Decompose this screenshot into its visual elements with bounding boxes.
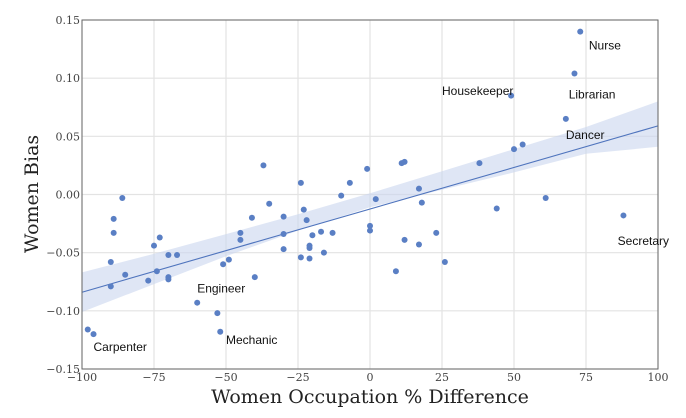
annotation-labels: Nurse Housekeeper Librarian Dancer Secretary…: [94, 39, 670, 354]
data-point: [90, 331, 97, 338]
data-point: [318, 228, 325, 235]
data-point: [297, 179, 304, 186]
data-point: [174, 251, 181, 258]
annotation-label: Secretary: [618, 234, 669, 248]
data-point: [214, 310, 221, 317]
data-point: [493, 205, 500, 212]
data-point: [280, 246, 287, 253]
y-tick-label: 0.00: [56, 189, 81, 202]
y-tick-label: −0.15: [46, 363, 80, 376]
data-point: [110, 229, 117, 236]
data-point: [306, 245, 313, 252]
data-points: [84, 28, 627, 338]
data-point: [519, 141, 526, 148]
x-tick-label: 50: [507, 371, 521, 384]
x-tick-label: −75: [142, 371, 165, 384]
data-point: [367, 222, 373, 229]
data-point: [508, 92, 515, 99]
data-point: [280, 213, 287, 220]
data-point: [364, 165, 371, 172]
data-point: [84, 326, 91, 333]
data-point: [251, 274, 258, 281]
data-point: [309, 232, 316, 239]
data-point: [542, 194, 549, 201]
data-point: [346, 179, 353, 186]
y-axis-title: Women Bias: [21, 135, 43, 253]
annotation-label: Mechanic: [226, 333, 277, 347]
data-point: [433, 229, 440, 236]
y-tick-label: 0.10: [56, 72, 81, 85]
data-point: [320, 249, 327, 256]
data-point: [300, 206, 307, 213]
annotation-label: Nurse: [589, 39, 621, 53]
annotation-label: Engineer: [197, 282, 245, 296]
tick-labels: −100 −75 −50 −25 0 25 50 75 100 −0.15 −0.10 −0.05 0.…: [46, 14, 668, 384]
y-tick-label: 0.05: [56, 130, 81, 143]
data-point: [194, 299, 201, 306]
data-point: [511, 146, 517, 153]
data-point: [329, 229, 336, 236]
y-tick-label: −0.05: [46, 247, 80, 260]
data-point: [260, 162, 267, 169]
data-point: [401, 236, 408, 243]
data-point: [338, 192, 345, 199]
data-point: [237, 236, 244, 243]
data-point: [156, 234, 163, 241]
plot-frame: [81, 19, 659, 370]
regression-line-layer: [81, 125, 659, 293]
data-point: [306, 255, 313, 262]
data-point: [476, 160, 483, 167]
data-point: [237, 229, 244, 236]
confidence-band: [82, 101, 658, 313]
data-point: [107, 283, 114, 290]
data-point: [220, 261, 227, 268]
data-point: [415, 185, 422, 192]
data-point: [418, 199, 425, 206]
data-point: [303, 217, 310, 224]
x-tick-label: 25: [435, 371, 449, 384]
data-point: [110, 215, 117, 222]
data-point: [415, 241, 422, 248]
regression-line: [81, 125, 659, 293]
data-point: [165, 276, 172, 283]
annotation-label: Librarian: [569, 87, 616, 101]
x-tick-label: 100: [648, 371, 669, 384]
x-tick-label: −25: [286, 371, 309, 384]
data-point: [122, 271, 129, 278]
y-tick-label: 0.15: [56, 14, 81, 27]
data-point: [392, 268, 399, 275]
data-point: [562, 115, 569, 122]
data-point: [165, 251, 172, 258]
data-point: [145, 277, 152, 284]
annotation-label: Housekeeper: [442, 84, 513, 98]
data-point: [620, 212, 627, 219]
data-point: [280, 231, 287, 238]
data-point: [577, 28, 584, 35]
data-point: [107, 258, 114, 265]
confidence-band-layer: [82, 101, 658, 313]
data-point: [297, 254, 304, 261]
data-point: [367, 227, 373, 234]
data-point: [151, 242, 157, 249]
annotation-label: Dancer: [566, 128, 605, 142]
data-point: [119, 194, 126, 201]
x-axis-title: Women Occupation % Difference: [211, 386, 529, 408]
data-point: [217, 328, 224, 335]
x-tick-label: 75: [579, 371, 593, 384]
data-point: [225, 256, 232, 263]
x-tick-label: 0: [367, 371, 374, 384]
data-point: [571, 70, 578, 77]
annotation-label: Carpenter: [94, 340, 147, 354]
y-tick-label: −0.10: [46, 305, 80, 318]
data-point: [266, 200, 273, 207]
data-point: [372, 196, 379, 203]
data-point: [153, 268, 160, 275]
data-point: [441, 258, 448, 265]
data-point: [401, 158, 408, 165]
data-point: [248, 214, 255, 221]
x-tick-label: −50: [214, 371, 237, 384]
x-tick-label: −100: [67, 371, 97, 384]
